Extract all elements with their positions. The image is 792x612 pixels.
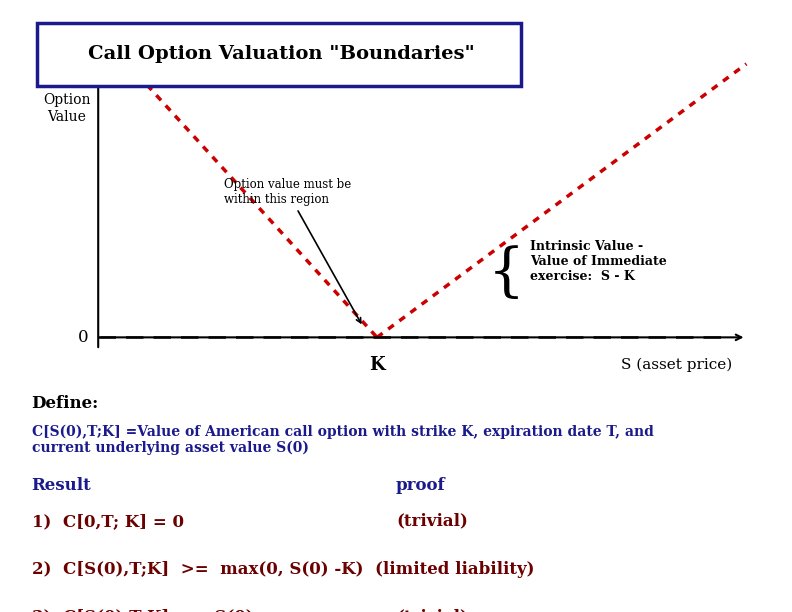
Text: Option
Value: Option Value — [43, 93, 90, 124]
Text: Call Option Valuation "Boundaries": Call Option Valuation "Boundaries" — [88, 45, 474, 62]
Text: Option value must be
within this region: Option value must be within this region — [223, 177, 361, 323]
Text: 1)  C[0,T; K] = 0: 1) C[0,T; K] = 0 — [32, 513, 184, 530]
Text: Define:: Define: — [32, 395, 99, 412]
Text: 3)  C[S(0),T;K] <=  S(0): 3) C[S(0),T;K] <= S(0) — [32, 608, 253, 612]
Text: 0: 0 — [78, 329, 88, 346]
FancyBboxPatch shape — [36, 23, 520, 86]
Text: (trivial): (trivial) — [396, 608, 468, 612]
Text: Result: Result — [32, 477, 91, 494]
Text: K: K — [369, 356, 385, 374]
Text: proof: proof — [396, 477, 446, 494]
Text: 2)  C[S(0),T;K]  >=  max(0, S(0) -K)  (limited liability): 2) C[S(0),T;K] >= max(0, S(0) -K) (limit… — [32, 561, 534, 578]
Text: {: { — [487, 246, 524, 302]
Text: S (asset price): S (asset price) — [621, 357, 733, 372]
Text: (trivial): (trivial) — [396, 513, 468, 530]
Text: C[S(0),T;K] =Value of American call option with strike K, expiration date T, and: C[S(0),T;K] =Value of American call opti… — [32, 424, 653, 455]
Text: Intrinsic Value -
Value of Immediate
exercise:  S - K: Intrinsic Value - Value of Immediate exe… — [531, 240, 667, 283]
